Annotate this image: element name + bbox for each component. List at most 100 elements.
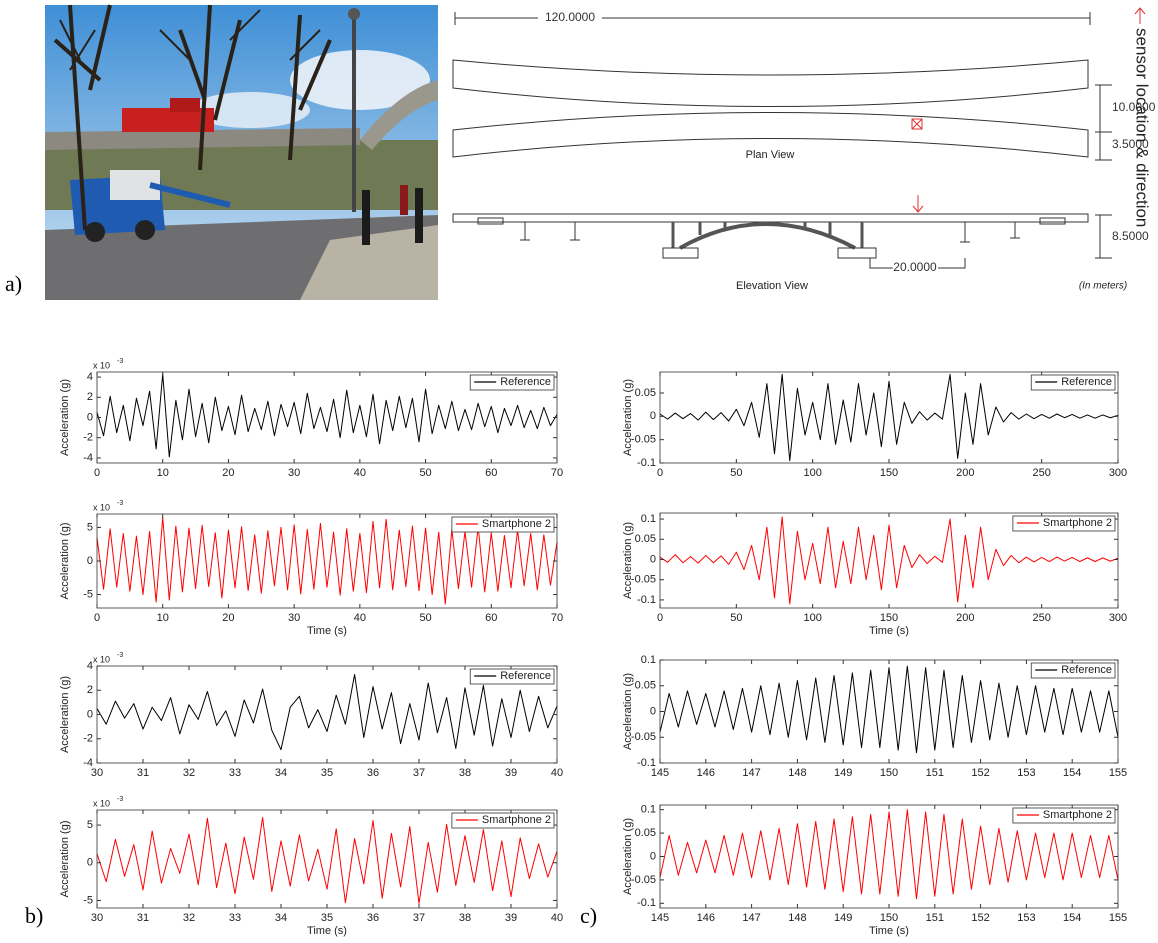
legend-label: Reference <box>1061 376 1112 388</box>
y-tick-label: 0 <box>650 850 656 862</box>
y-tick-label: 0.05 <box>635 680 656 692</box>
x-tick-label: 50 <box>730 467 742 479</box>
x-tick-label: 70 <box>551 467 563 479</box>
y-axis-label: Acceleration (g) <box>59 820 71 897</box>
y-axis-label: Acceleration (g) <box>59 676 71 753</box>
panel-label: c) <box>580 903 597 928</box>
y-tick-label: 2 <box>87 391 93 403</box>
x-tick-label: 20 <box>222 612 234 624</box>
y-tick-label: 0.05 <box>635 387 656 399</box>
x-tick-label: 30 <box>288 467 300 479</box>
x-tick-label: 60 <box>485 612 497 624</box>
x-tick-label: 151 <box>926 767 944 779</box>
chart: 3031323334353637383940-505x 10-3Accelera… <box>59 796 563 937</box>
x-tick-label: 0 <box>94 467 100 479</box>
x-tick-label: 10 <box>157 612 169 624</box>
legend: Smartphone 2 <box>452 517 554 532</box>
y-axis-label: Acceleration (g) <box>622 522 634 599</box>
x-tick-label: 154 <box>1063 767 1081 779</box>
x-tick-label: 0 <box>657 467 663 479</box>
x-tick-label: 149 <box>834 767 852 779</box>
x-tick-label: 150 <box>880 767 898 779</box>
x-tick-label: 31 <box>137 912 149 924</box>
sensor-note: sensor location & direction <box>1133 28 1152 227</box>
x-tick-label: 152 <box>971 767 989 779</box>
x-tick-label: 148 <box>788 767 806 779</box>
y-tick-label: 0.1 <box>641 804 656 816</box>
y-tick-label: 0.1 <box>641 513 656 525</box>
x-tick-label: 153 <box>1017 912 1035 924</box>
y-tick-label: -0.1 <box>637 457 656 469</box>
units-note: (In meters) <box>1079 281 1127 292</box>
x-tick-label: 150 <box>880 467 898 479</box>
legend: Reference <box>1031 663 1115 678</box>
y-tick-label: -4 <box>83 757 93 769</box>
x-tick-label: 70 <box>551 612 563 624</box>
legend: Smartphone 2 <box>1013 516 1115 531</box>
data-line <box>660 666 1118 753</box>
x-tick-label: 300 <box>1109 612 1127 624</box>
x-tick-label: 149 <box>834 912 852 924</box>
x-tick-label: 60 <box>485 467 497 479</box>
view-label: Elevation View <box>736 280 808 292</box>
y-axis-label: Acceleration (g) <box>622 673 634 750</box>
y-tick-label: 0.05 <box>635 827 656 839</box>
x-tick-label: 150 <box>880 912 898 924</box>
x-tick-label: 40 <box>354 467 366 479</box>
y-tick-label: 0 <box>650 410 656 422</box>
y-tick-label: 0.1 <box>641 654 656 666</box>
y-axis-label: Acceleration (g) <box>59 379 71 456</box>
legend: Reference <box>470 375 554 390</box>
legend-label: Smartphone 2 <box>1043 809 1112 821</box>
axis-multiplier-exponent: -3 <box>117 500 123 507</box>
legend: Reference <box>470 669 554 684</box>
x-tick-label: 200 <box>956 612 974 624</box>
x-tick-label: 151 <box>926 912 944 924</box>
x-tick-label: 100 <box>803 467 821 479</box>
legend: Reference <box>1031 375 1115 390</box>
x-axis-label: Time (s) <box>869 625 909 637</box>
dimension-label: 8.5000 <box>1112 229 1149 243</box>
x-tick-label: 38 <box>459 912 471 924</box>
chart: 010203040506070-4-2024x 10-3Acceleration… <box>59 358 563 479</box>
y-tick-label: -0.05 <box>631 574 656 586</box>
x-tick-label: 0 <box>94 612 100 624</box>
bridge-diagram: 120.0000 Plan View 10.0000 3.5000 20.000… <box>453 8 1156 292</box>
x-tick-label: 36 <box>367 912 379 924</box>
y-tick-label: -2 <box>83 432 93 444</box>
data-line <box>97 674 557 749</box>
axis-multiplier: x 10 <box>93 654 110 664</box>
x-tick-label: 152 <box>971 912 989 924</box>
x-tick-label: 150 <box>880 612 898 624</box>
x-tick-label: 37 <box>413 767 425 779</box>
x-tick-label: 35 <box>321 767 333 779</box>
dimension-label: 120.0000 <box>545 10 595 24</box>
x-tick-label: 250 <box>1032 467 1050 479</box>
chart: 145146147148149150151152153154155-0.1-0.… <box>622 654 1127 779</box>
x-tick-label: 35 <box>321 912 333 924</box>
x-tick-label: 148 <box>788 912 806 924</box>
y-axis-label: Acceleration (g) <box>622 379 634 456</box>
y-tick-label: 0 <box>87 555 93 567</box>
x-tick-label: 155 <box>1109 912 1127 924</box>
legend-label: Reference <box>1061 664 1112 676</box>
x-tick-label: 34 <box>275 912 287 924</box>
dimension-label: 20.0000 <box>893 260 937 274</box>
x-tick-label: 145 <box>651 912 669 924</box>
y-tick-label: 0.05 <box>635 533 656 545</box>
x-tick-label: 147 <box>742 767 760 779</box>
x-tick-label: 38 <box>459 767 471 779</box>
legend-label: Smartphone 2 <box>1043 517 1112 529</box>
y-tick-label: -5 <box>83 894 93 906</box>
axis-multiplier-exponent: -3 <box>117 796 123 803</box>
view-label: Plan View <box>746 149 795 161</box>
x-tick-label: 40 <box>551 912 563 924</box>
x-tick-label: 40 <box>354 612 366 624</box>
y-tick-label: 0 <box>650 553 656 565</box>
x-axis-label: Time (s) <box>869 925 909 937</box>
x-tick-label: 146 <box>697 767 715 779</box>
axis-multiplier-exponent: -3 <box>117 358 123 365</box>
figure: a) b) c) 120.0000 Plan View 10.0000 3.50… <box>0 0 1158 938</box>
